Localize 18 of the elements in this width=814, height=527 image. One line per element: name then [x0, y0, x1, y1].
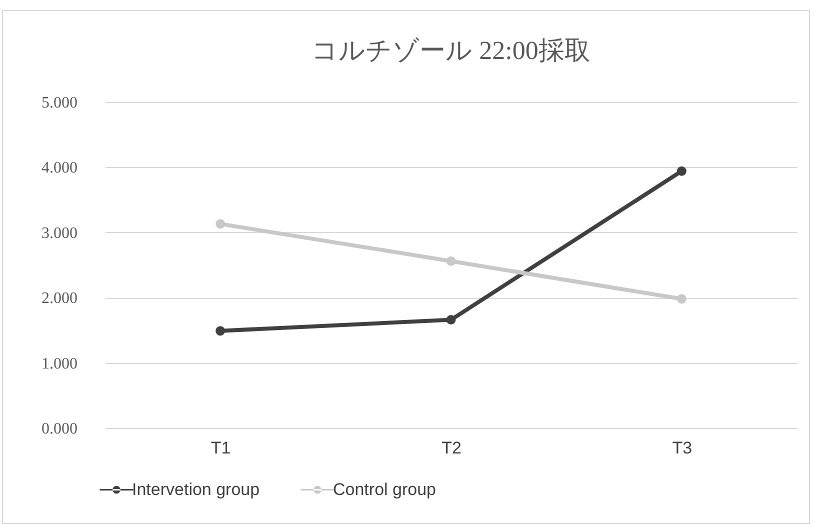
- legend-label: Control group: [333, 480, 436, 499]
- point: [446, 256, 456, 266]
- chart-title: コルチゾール 22:00採取: [312, 36, 590, 65]
- x-tick-label: T3: [672, 438, 692, 458]
- x-tick-label: T2: [442, 438, 462, 458]
- point: [216, 219, 226, 229]
- point: [676, 294, 686, 304]
- legend-label: Intervetion group: [132, 480, 260, 499]
- point: [676, 166, 686, 176]
- y-tick-label: 1.000: [42, 355, 78, 372]
- y-tick-label: 5.000: [42, 94, 78, 112]
- x-tick-label: T1: [210, 438, 231, 458]
- y-tick-label: 4.000: [42, 160, 78, 177]
- y-tick-label: 3.000: [42, 224, 78, 242]
- point: [216, 326, 226, 336]
- y-tick-label: 2.000: [42, 290, 78, 308]
- point: [446, 315, 456, 324]
- y-tick-label: 0.000: [42, 420, 78, 438]
